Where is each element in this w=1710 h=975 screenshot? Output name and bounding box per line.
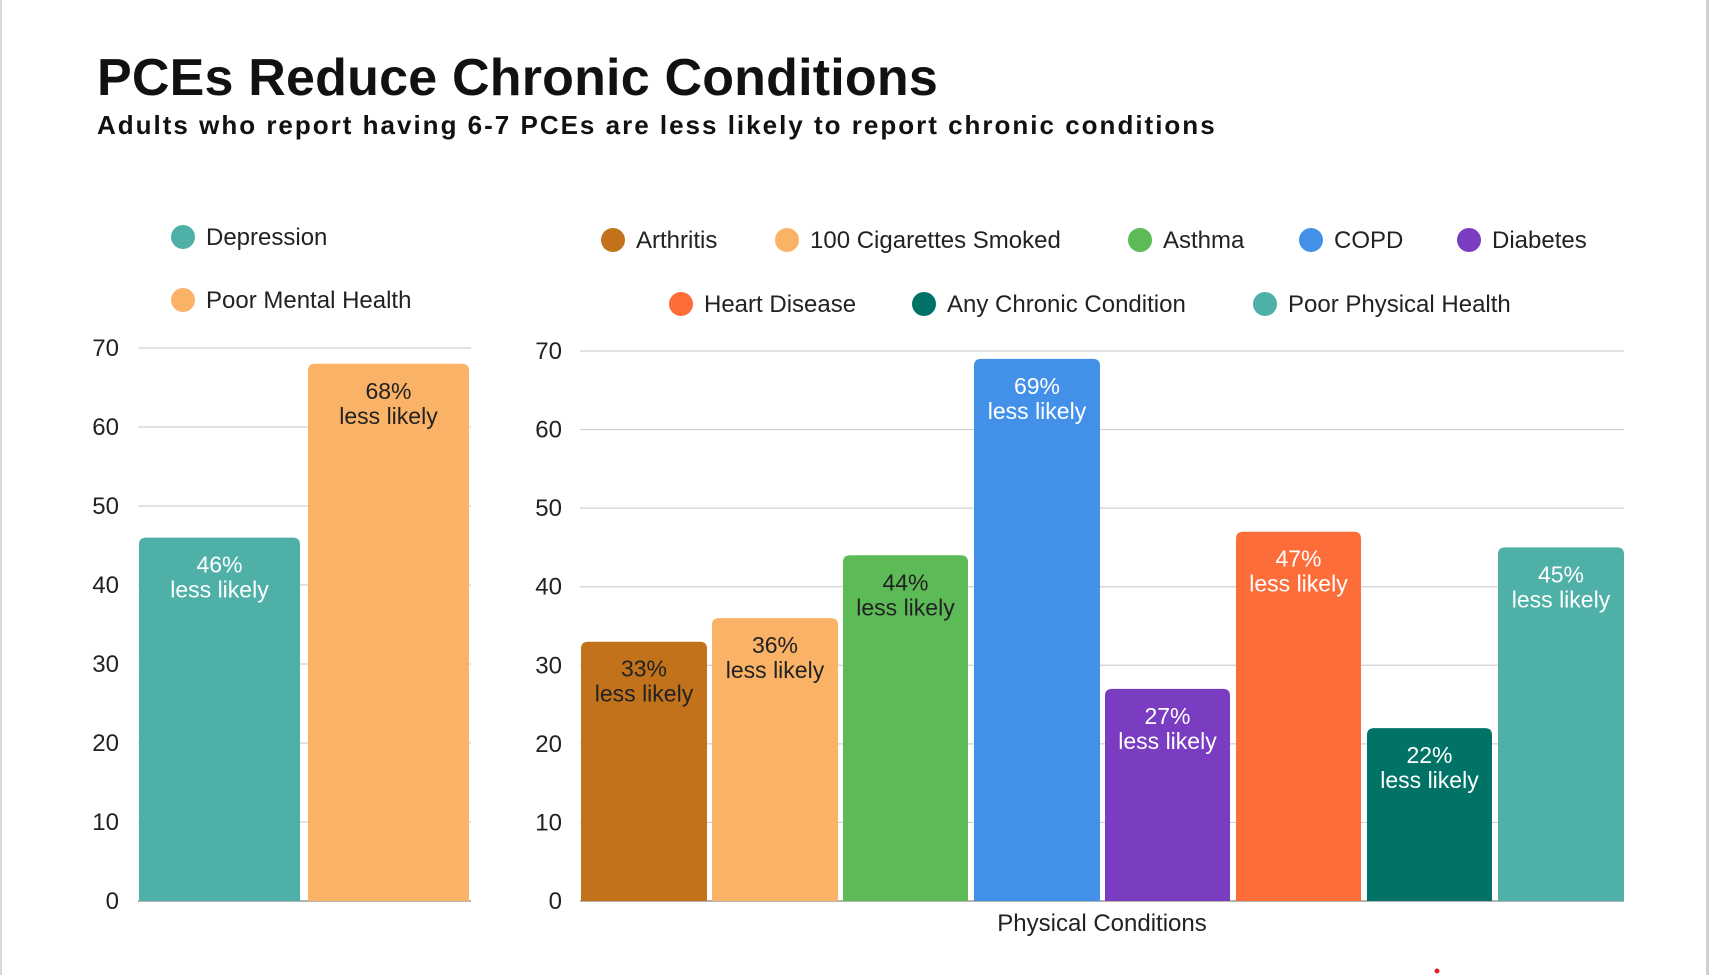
legend-swatch xyxy=(1128,228,1152,252)
page-subtitle: Adults who report having 6-7 PCEs are le… xyxy=(97,110,1217,140)
bar-value-label: 36% xyxy=(752,632,798,658)
legend-swatch xyxy=(171,288,195,312)
y-tick-label-60: 60 xyxy=(92,414,119,441)
bar-caption-label: less likely xyxy=(170,577,269,603)
legend-label: Asthma xyxy=(1163,227,1245,254)
legend-swatch xyxy=(1457,228,1481,252)
page-title: PCEs Reduce Chronic Conditions xyxy=(97,49,938,107)
bar-caption-label: less likely xyxy=(1380,767,1479,793)
y-tick-label-40: 40 xyxy=(535,574,562,601)
legend-label: Poor Mental Health xyxy=(206,287,411,314)
y-tick-label-40: 40 xyxy=(92,572,119,599)
y-tick-label-30: 30 xyxy=(535,652,562,679)
bar-value-label: 46% xyxy=(196,552,242,578)
bar-heart-disease xyxy=(1236,531,1361,901)
legend-swatch xyxy=(171,225,195,249)
bar-caption-label: less likely xyxy=(988,398,1087,424)
bar-value-label: 69% xyxy=(1014,373,1060,399)
bar-caption-label: less likely xyxy=(339,403,438,429)
x-axis-title: Physical Conditions xyxy=(997,910,1206,937)
y-tick-label-70: 70 xyxy=(535,338,562,365)
bar-value-label: 22% xyxy=(1406,742,1452,768)
artifact-dot xyxy=(1434,968,1440,974)
legend-swatch xyxy=(669,292,693,316)
y-tick-label-0: 0 xyxy=(549,888,562,915)
bar-asthma xyxy=(843,555,968,901)
bar-100-cigarettes-smoked xyxy=(712,618,838,901)
bar-value-label: 44% xyxy=(882,569,928,595)
legend-swatch xyxy=(601,228,625,252)
bar-caption-label: less likely xyxy=(856,594,955,620)
bar-depression xyxy=(139,537,300,901)
bar-value-label: 68% xyxy=(365,378,411,404)
bar-copd xyxy=(974,358,1100,901)
bar-value-label: 47% xyxy=(1275,546,1321,572)
legend-label: Diabetes xyxy=(1492,227,1587,254)
legend-label: Arthritis xyxy=(636,227,717,254)
bar-poor-physical-health xyxy=(1498,547,1624,901)
legend-swatch xyxy=(912,292,936,316)
bar-caption-label: less likely xyxy=(1118,728,1217,754)
bar-poor-mental-health xyxy=(308,363,469,901)
y-tick-label-60: 60 xyxy=(535,417,562,444)
y-tick-label-50: 50 xyxy=(92,493,119,520)
y-tick-label-10: 10 xyxy=(535,809,562,836)
legend-swatch xyxy=(1253,292,1277,316)
bar-caption-label: less likely xyxy=(595,681,694,707)
bar-diabetes xyxy=(1105,688,1230,901)
bar-caption-label: less likely xyxy=(726,657,825,683)
y-tick-label-10: 10 xyxy=(92,809,119,836)
bar-value-label: 27% xyxy=(1144,703,1190,729)
bar-value-label: 33% xyxy=(621,656,667,682)
bar-caption-label: less likely xyxy=(1249,571,1348,597)
legend-swatch xyxy=(1299,228,1323,252)
bar-arthritis xyxy=(581,641,707,901)
legend-label: Poor Physical Health xyxy=(1288,291,1511,318)
bar-any-chronic-condition xyxy=(1367,728,1492,901)
y-tick-label-30: 30 xyxy=(92,651,119,678)
y-tick-label-70: 70 xyxy=(92,335,119,362)
legend-label: Heart Disease xyxy=(704,291,856,318)
y-tick-label-0: 0 xyxy=(106,888,119,915)
y-tick-label-50: 50 xyxy=(535,495,562,522)
legend-label: Any Chronic Condition xyxy=(947,291,1186,318)
y-tick-label-20: 20 xyxy=(92,730,119,757)
page-border-right xyxy=(1706,0,1709,975)
bar-value-label: 45% xyxy=(1538,561,1584,587)
y-tick-label-20: 20 xyxy=(535,731,562,758)
legend-swatch xyxy=(775,228,799,252)
page-border-left xyxy=(0,0,2,975)
legend-label: Depression xyxy=(206,224,327,251)
bar-caption-label: less likely xyxy=(1512,586,1611,612)
legend-label: 100 Cigarettes Smoked xyxy=(810,227,1061,254)
legend-label: COPD xyxy=(1334,227,1403,254)
